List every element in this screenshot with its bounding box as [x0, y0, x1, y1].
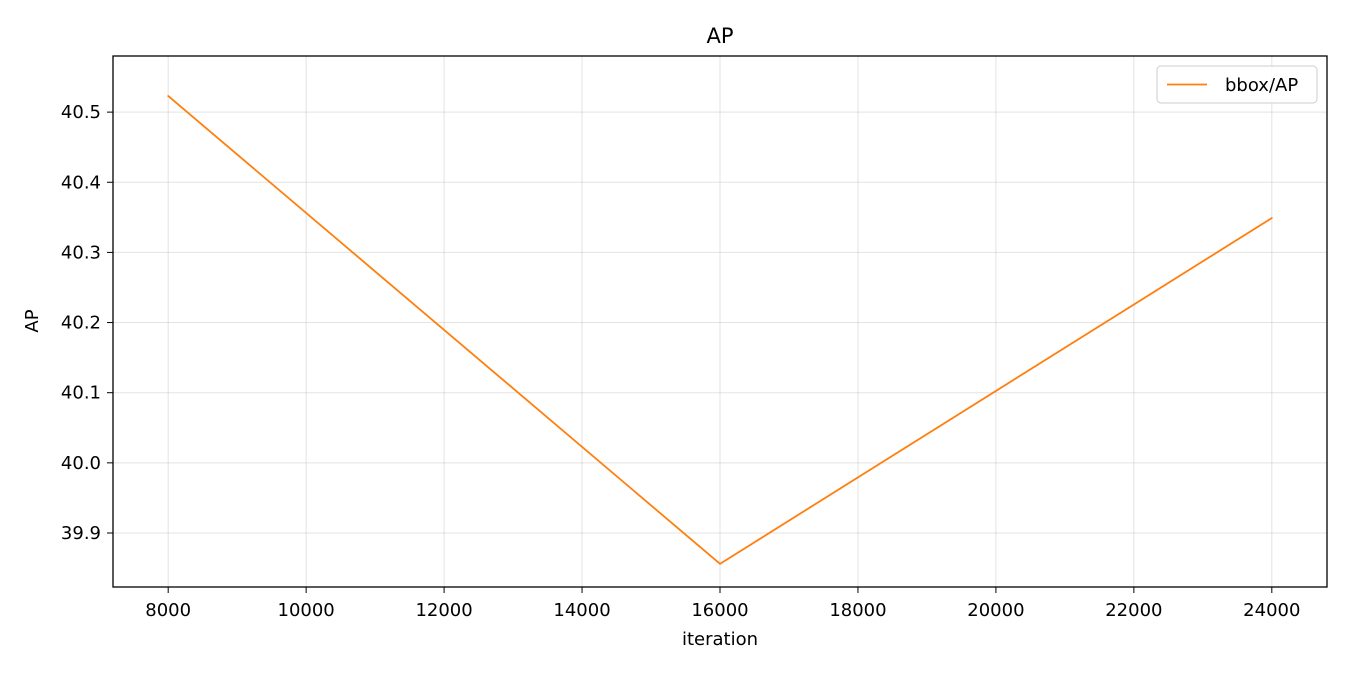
y-tick-label: 40.5	[61, 102, 101, 123]
data-point	[167, 95, 170, 97]
data-point	[1270, 217, 1273, 219]
x-tick-label: 10000	[278, 600, 335, 621]
x-tick-label: 16000	[691, 600, 748, 621]
y-tick-label: 40.2	[61, 313, 101, 334]
x-tick-label: 8000	[145, 600, 191, 621]
x-tick-label: 24000	[1243, 600, 1300, 621]
y-tick-label: 40.1	[61, 383, 101, 404]
legend-box	[1156, 65, 1318, 104]
x-tick-label: 20000	[967, 600, 1024, 621]
y-tick-label: 39.9	[61, 523, 101, 544]
x-tick-label: 12000	[415, 600, 472, 621]
y-tick-label: 40.3	[61, 242, 101, 263]
x-axis: 8000 10000 12000 14000 16000 18000 20000 22000 2…	[145, 587, 1300, 621]
y-axis: 39.9 40.0 40.1 40.2 40.3 40.4 40.5	[61, 102, 113, 544]
x-axis-title: iteration	[682, 629, 758, 650]
grid-lines	[113, 56, 1327, 587]
y-tick-label: 40.4	[61, 172, 101, 193]
legend: bbox/AP	[1156, 65, 1318, 104]
x-tick-label: 14000	[553, 600, 610, 621]
y-tick-label: 40.0	[61, 453, 101, 474]
x-tick-label: 22000	[1105, 600, 1162, 621]
series-layer	[167, 95, 1273, 565]
y-axis-title: AP	[22, 309, 43, 332]
x-tick-label: 18000	[829, 600, 886, 621]
data-point	[719, 562, 721, 565]
legend-label-bbox-ap: bbox/AP	[1225, 75, 1298, 96]
chart-title: AP	[706, 24, 733, 48]
